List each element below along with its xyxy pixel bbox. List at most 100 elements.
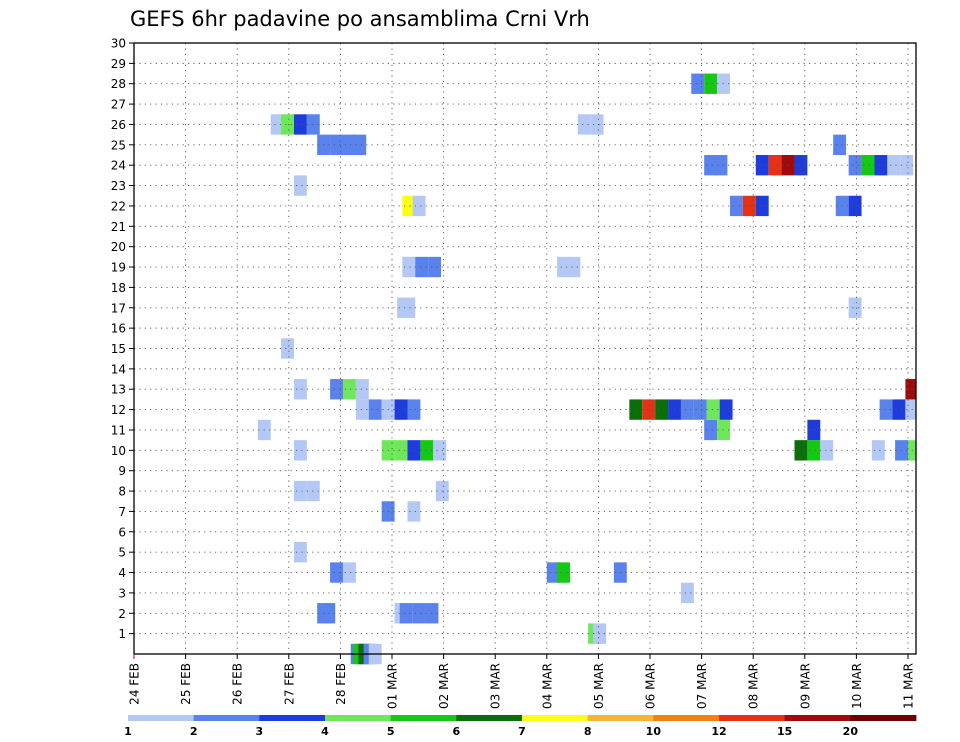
heatmap-cell: [407, 501, 421, 522]
x-tick-label: 26 FEB: [231, 663, 245, 705]
heatmap-cell: [293, 440, 307, 461]
heatmap-cell: [755, 155, 769, 176]
y-tick-label: 22: [111, 199, 126, 213]
x-tick-label: 10 MAR: [850, 663, 864, 709]
y-tick-label: 12: [111, 403, 126, 417]
colorbar-label: 3: [256, 725, 264, 738]
heatmap-cell: [399, 603, 413, 624]
heatmap-cell: [407, 440, 421, 461]
heatmap-cell: [342, 562, 356, 583]
heatmap-cell: [368, 399, 382, 420]
colorbar-label: 6: [453, 725, 461, 738]
heatmap-cell: [557, 562, 571, 583]
colorbar-legend: 1 2 3 4 5 6 7 8 10 12 15 20: [124, 715, 917, 738]
heatmap-cell: [355, 399, 369, 420]
heatmap-cell: [402, 256, 416, 278]
y-tick-label: 2: [118, 607, 126, 621]
heatmap-cell: [293, 480, 307, 502]
heatmap-cell: [693, 399, 707, 420]
y-tick-label: 1: [118, 627, 126, 641]
heatmap-cell: [330, 562, 343, 583]
heatmap-cell: [420, 440, 434, 461]
heatmap-cell: [293, 541, 307, 563]
y-tick-label: 23: [111, 179, 126, 193]
y-tick-label: 24: [111, 159, 126, 173]
heatmap-cell: [567, 256, 581, 278]
colorbar-label: 2: [190, 725, 198, 738]
heatmap-cell: [704, 73, 718, 94]
heatmap-cell: [905, 399, 916, 420]
colorbar-label: 1: [124, 725, 132, 738]
heatmap-cell: [704, 419, 718, 441]
heatmap-cell: [557, 256, 571, 278]
heatmap-cell: [407, 399, 421, 420]
colorbar-swatch: [719, 715, 786, 721]
heatmap-cell: [590, 114, 604, 135]
x-tick-label: 07 MAR: [695, 663, 709, 709]
heatmap-cell: [861, 155, 875, 176]
x-tick-label: 08 MAR: [747, 663, 761, 709]
x-tick-label: 27 FEB: [282, 663, 296, 705]
y-tick-label: 30: [111, 37, 126, 51]
heatmap-cell: [428, 256, 442, 278]
heatmap-cell: [433, 440, 447, 461]
colorbar-swatch: [128, 715, 195, 721]
heatmap-cell: [820, 440, 834, 461]
heatmap-cell: [719, 399, 733, 420]
heatmap-cell: [680, 399, 694, 420]
heatmap-cell: [281, 114, 294, 135]
y-tick-label: 7: [118, 505, 126, 519]
colorbar-swatch: [456, 715, 523, 721]
colorbar-label: 7: [518, 725, 526, 738]
y-tick-label: 20: [111, 240, 126, 254]
heatmap-cell: [742, 195, 756, 217]
heatmap-cell: [755, 195, 769, 217]
colorbar-label: 20: [843, 725, 859, 738]
heatmap-cell: [680, 582, 694, 604]
y-tick-label: 11: [111, 423, 126, 437]
heatmap-cell: [593, 623, 607, 644]
heatmap-cell: [807, 440, 821, 461]
heatmap-cell: [412, 603, 426, 624]
heatmap-cell: [270, 114, 284, 135]
y-axis: 1234567891011121314151617181920212223242…: [111, 37, 134, 641]
x-axis: 24 FEB 25 FEB 26 FEB 27 FEB 28 FEB 01 MAR 02 M…: [128, 654, 916, 709]
x-tick-label: 25 FEB: [179, 663, 193, 705]
colorbar-swatch: [390, 715, 457, 721]
colorbar-label: 4: [321, 725, 329, 738]
y-tick-label: 21: [111, 220, 126, 234]
colorbar-label: 10: [646, 725, 662, 738]
x-tick-label: 06 MAR: [644, 663, 658, 709]
gridlines: [134, 43, 916, 654]
heatmap-cell: [642, 399, 656, 420]
heatmap-cell: [807, 419, 821, 441]
heatmap-cell: [293, 114, 307, 135]
heatmap-cell: [629, 399, 643, 420]
y-tick-label: 5: [118, 546, 126, 560]
x-tick-label: 03 MAR: [489, 663, 503, 709]
heatmap-cell: [874, 155, 888, 176]
y-tick-label: 16: [111, 322, 126, 336]
heatmap-cell: [342, 134, 356, 156]
heatmap-cell: [848, 155, 862, 176]
y-tick-label: 13: [111, 383, 126, 397]
y-tick-label: 29: [111, 57, 126, 71]
colorbar-swatch: [784, 715, 851, 721]
y-tick-label: 9: [118, 464, 126, 478]
heatmap-cell: [714, 155, 728, 176]
heatmap-cell: [729, 195, 743, 217]
heatmap-cell: [879, 399, 893, 420]
heatmap-cell: [706, 399, 720, 420]
heatmap-cell: [848, 195, 862, 217]
colorbar-swatch: [587, 715, 654, 721]
y-tick-label: 26: [111, 118, 126, 132]
heatmap-cell: [281, 338, 294, 359]
y-tick-label: 25: [111, 138, 126, 152]
colorbar-swatch: [259, 715, 326, 721]
heatmap-cell: [848, 297, 862, 318]
y-tick-label: 27: [111, 98, 126, 112]
heatmap-cell: [394, 440, 408, 461]
colorbar-swatch: [193, 715, 260, 721]
x-tick-label: 09 MAR: [798, 663, 812, 709]
colorbar-swatch: [522, 715, 589, 721]
